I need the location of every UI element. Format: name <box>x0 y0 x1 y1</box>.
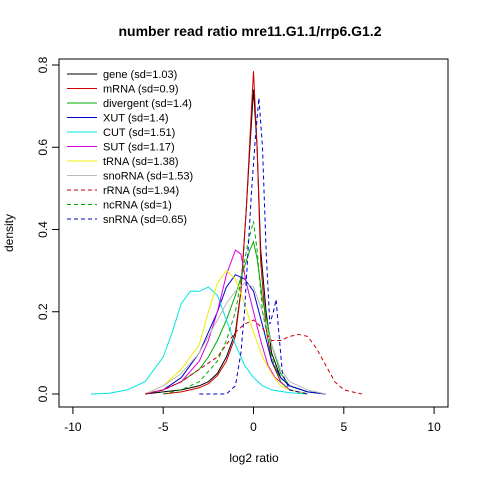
series-line-4 <box>90 286 308 395</box>
x-axis: -10 -5 0 5 10 <box>64 406 441 434</box>
x-tick-label: 0 <box>250 420 257 434</box>
legend-label: snoRNA (sd=1.53) <box>103 171 193 183</box>
legend-label: gene (sd=1.03) <box>103 69 177 81</box>
series-line-5 <box>144 249 308 395</box>
legend-label: divergent (sd=1.4) <box>103 98 192 110</box>
legend-label: ncRNA (sd=1) <box>103 200 172 212</box>
y-axis: 0.0 0.2 0.4 0.6 0.8 <box>36 56 60 402</box>
series-lines <box>90 71 363 395</box>
legend: gene (sd=1.03) mRNA (sd=0.9) divergent (sd… <box>67 69 193 226</box>
series-line-10 <box>199 97 308 395</box>
y-tick-label: 0.2 <box>36 303 50 320</box>
y-tick-label: 0.4 <box>36 221 50 238</box>
series-line-6 <box>144 269 308 395</box>
y-tick-label: 0.8 <box>36 56 50 73</box>
legend-label: mRNA (sd=0.9) <box>103 84 179 96</box>
x-tick-label: 5 <box>340 420 347 434</box>
series-line-3 <box>144 274 326 395</box>
y-axis-label: density <box>2 214 16 252</box>
legend-label: tRNA (sd=1.38) <box>103 156 179 168</box>
x-tick-label: 10 <box>427 420 441 434</box>
x-tick-label: -5 <box>158 420 169 434</box>
legend-label: XUT (sd=1.4) <box>103 113 169 125</box>
legend-label: snRNA (sd=0.65) <box>103 214 187 226</box>
plot-frame <box>58 58 449 408</box>
x-tick-label: -10 <box>64 420 82 434</box>
legend-label: rRNA (sd=1.94) <box>103 185 179 197</box>
series-line-2 <box>144 240 326 395</box>
y-tick-label: 0.0 <box>36 385 50 402</box>
series-line-9 <box>163 221 308 395</box>
y-tick-label: 0.6 <box>36 139 50 156</box>
legend-label: SUT (sd=1.17) <box>103 142 175 154</box>
x-axis-label: log2 ratio <box>229 451 279 465</box>
chart-title: number read ratio mre11.G1.1/rrp6.G1.2 <box>118 23 381 39</box>
legend-label: CUT (sd=1.51) <box>103 127 175 139</box>
